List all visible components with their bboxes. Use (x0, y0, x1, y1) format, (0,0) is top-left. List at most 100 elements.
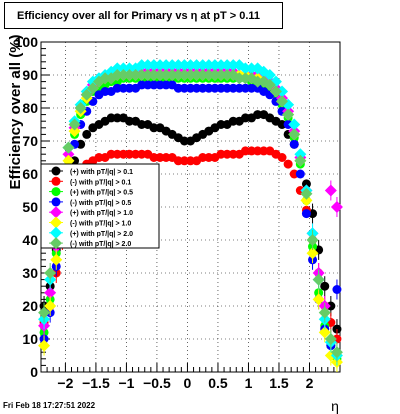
data-point (172, 59, 185, 72)
data-point (153, 59, 166, 72)
data-point (306, 247, 319, 260)
data-point (324, 333, 337, 345)
data-point (215, 59, 228, 72)
data-point (80, 88, 93, 101)
y-axis: 0 10 20 30 40 50 60 70 80 90 100 (15, 34, 50, 380)
data-point (301, 209, 311, 219)
data-point (245, 62, 258, 75)
data-point (160, 59, 173, 72)
data-point (263, 69, 276, 81)
y-axis-label: Efficiency over all (%) (7, 34, 24, 189)
data-point (62, 148, 75, 161)
data-point (208, 69, 221, 81)
y-tick-label: 40 (22, 232, 38, 248)
data-point (117, 69, 130, 81)
data-point (263, 78, 276, 91)
data-point (44, 267, 57, 279)
data-point (300, 194, 313, 207)
data-point (166, 69, 179, 81)
x-tick-label: −2 (57, 375, 73, 391)
legend-marker (50, 237, 62, 250)
x-tick-label: 1.5 (269, 375, 289, 391)
data-point (294, 148, 307, 161)
x-tick-label: 0.5 (208, 375, 228, 391)
data-point (202, 69, 215, 81)
legend-entry: (+) with pT/|q| > 1.0 (70, 210, 133, 217)
data-point (295, 169, 305, 179)
data-point (147, 69, 160, 81)
legend-marker (51, 187, 61, 197)
legend-marker (50, 216, 62, 229)
y-tick-label: 20 (22, 298, 38, 314)
data-point (111, 69, 124, 81)
data-point (44, 300, 57, 312)
data-point (196, 69, 209, 81)
data-point (300, 187, 313, 200)
legend-entry: (-) with pT/|q| > 0.5 (70, 200, 131, 207)
legend-entry: (+) with pT/|q| > 2.0 (70, 231, 133, 238)
data-point (277, 153, 287, 162)
data-point (233, 72, 246, 85)
data-point (330, 346, 343, 359)
data-point (324, 184, 337, 197)
data-point (99, 72, 112, 85)
y-tick-label: 10 (22, 331, 38, 347)
data-point (318, 326, 331, 339)
data-point (312, 273, 325, 286)
legend-entry: (+) with pT/|q| > 0.1 (70, 169, 133, 176)
data-point (320, 281, 330, 291)
data-point (68, 125, 81, 138)
data-point (221, 69, 234, 81)
data-point (245, 72, 258, 85)
data-point (123, 62, 136, 75)
data-point (62, 141, 75, 154)
data-point (190, 69, 203, 81)
data-point (208, 59, 221, 72)
x-tick-label: 1 (245, 375, 253, 391)
data-point (44, 286, 57, 299)
data-point (288, 128, 301, 141)
data-point (147, 59, 160, 72)
data-point (215, 69, 228, 81)
y-tick-label: 90 (22, 67, 38, 83)
timestamp: Fri Feb 18 17:27:51 2022 (3, 401, 96, 410)
data-point (86, 82, 99, 95)
data-point (294, 154, 307, 167)
x-tick-label: −1.5 (82, 375, 110, 391)
legend-entry: (-) with pT/|q| > 2.0 (70, 241, 131, 248)
data-point (276, 95, 289, 108)
data-point (239, 72, 252, 85)
y-tick-label: 0 (30, 364, 38, 380)
data-point (172, 69, 185, 81)
chart-title: Efficiency over all for Primary vs η at … (4, 2, 283, 29)
data-point (332, 285, 342, 294)
data-point (202, 59, 215, 72)
legend-entry: (-) with pT/|q| > 0.1 (70, 179, 131, 186)
data-point (184, 69, 197, 81)
y-tick-label: 70 (22, 133, 38, 149)
legend-marker (51, 166, 61, 176)
x-tick-label: −0.5 (143, 375, 171, 391)
data-point (269, 85, 282, 98)
series-4 (39, 80, 342, 356)
data-point (283, 120, 293, 129)
data-point (178, 59, 191, 72)
data-point (166, 59, 179, 72)
y-tick-label: 100 (15, 34, 39, 50)
data-point (111, 62, 124, 75)
x-tick-label: 0 (184, 375, 192, 391)
data-point (135, 59, 148, 72)
x-tick-label: 2 (306, 375, 314, 391)
y-tick-label: 30 (22, 265, 38, 281)
legend-marker (51, 176, 61, 186)
legend-marker (50, 226, 62, 239)
data-point (135, 69, 148, 81)
data-point (178, 69, 191, 81)
data-point (312, 293, 325, 306)
data-point (117, 62, 130, 75)
y-tick-label: 80 (22, 100, 38, 116)
data-point (306, 234, 319, 246)
data-point (153, 69, 166, 81)
data-point (190, 59, 203, 72)
